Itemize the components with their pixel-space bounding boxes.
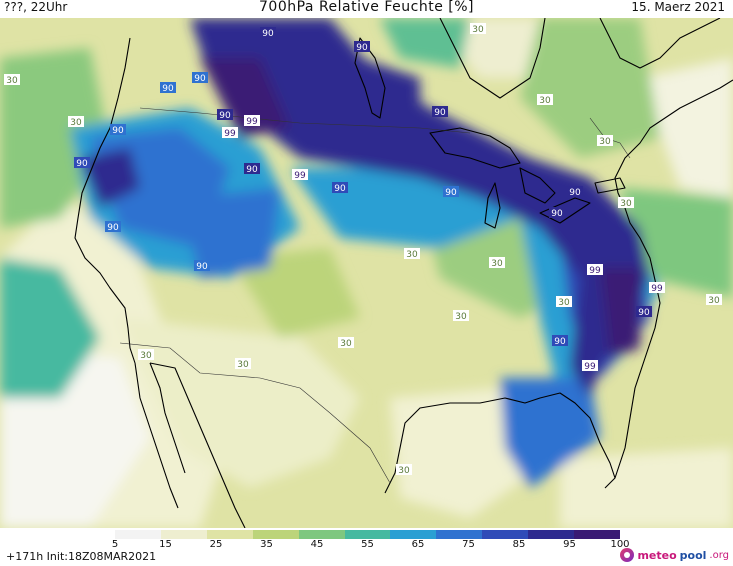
color-scale-segment [482,530,529,539]
contour-labels: 90 90 90 90 90 99 99 99 99 99 99 90 90 9… [4,23,722,476]
color-scale-tick-label: 45 [310,539,324,550]
brand-text-pool: pool [679,548,707,562]
lake-erie [539,197,591,224]
contour-label: 30 [140,351,152,361]
contour-label: 90 [246,165,258,175]
color-scale-segment [252,530,299,539]
color-scale-segment [115,530,161,539]
contour-label: 99 [584,362,596,372]
mexico-west-coast [149,362,246,528]
color-scale-ticks: 5 15 25 35 45 55 65 75 85 95 100 [111,539,630,553]
color-scale-bar [115,530,620,539]
us-mexico-border [119,342,391,484]
contour-label: 30 [398,466,410,476]
legend-area: 5 15 25 35 45 55 65 75 85 95 100 +171h Init:18Z08M… [0,528,733,566]
color-scale-tick-label: 25 [209,539,223,550]
contour-label: 90 [551,209,563,219]
contour-label: 30 [539,96,551,106]
east-coast [614,79,733,479]
baja-west-coast [134,362,179,509]
valid-time-label: ???, 22Uhr [4,0,68,14]
coastlines [74,18,733,528]
contour-label: 90 [334,184,346,194]
west-coast [74,37,136,364]
color-scale-tick-label: 65 [411,539,425,550]
contour-label: 30 [491,259,503,269]
contour-label: 99 [589,266,601,276]
contour-label: 30 [237,360,249,370]
contour-label: 30 [70,118,82,128]
contour-label: 90 [196,262,208,272]
contour-label: 30 [340,339,352,349]
contour-label: 99 [246,117,258,127]
humidity-map-svg: 90 90 90 90 90 99 99 99 99 99 99 90 90 9… [0,18,733,528]
contour-label: 90 [112,126,124,136]
color-scale-segment [436,530,483,539]
contour-label: 99 [224,129,236,139]
contour-label: 90 [638,308,650,318]
brand-text-meteo: meteo [637,548,677,562]
contour-label: 30 [455,312,467,322]
contour-label: 99 [294,171,306,181]
lake-winnipeg [354,37,386,119]
contour-label: 99 [651,284,663,294]
contour-label: 30 [6,76,18,86]
color-scale-tick-label: 5 [111,539,119,550]
contour-label: 90 [569,188,581,198]
lake-ontario [594,177,626,194]
meteopool-logo-icon [620,548,635,562]
contour-label: 90 [434,108,446,118]
color-scale-tick-label: 55 [361,539,374,550]
contour-label: 30 [472,25,484,35]
color-scale-tick-label: 15 [159,539,172,550]
color-scale-segment [206,530,253,539]
baja-gulf-coast [149,362,186,474]
contour-label: 90 [445,188,457,198]
contour-label: 90 [76,159,88,169]
humidity-map: 90 90 90 90 90 99 99 99 99 99 99 90 90 9… [0,18,733,528]
contour-label: 90 [554,337,566,347]
gulf-coast [384,392,616,494]
color-scale-segment [160,530,207,539]
color-scale-tick-label: 35 [260,539,273,550]
map-title: 700hPa Relative Feuchte [%] [259,0,474,15]
color-scale-segment [528,530,575,539]
color-scale-segment [574,530,620,539]
color-scale-tick-label: 100 [610,539,630,550]
hudson-bay-coast [439,18,546,99]
contour-label: 30 [620,199,632,209]
color-scale-tick-label: 75 [462,539,475,550]
meteopool-logo[interactable]: meteo pool .org [620,547,729,563]
header-bar: ???, 22Uhr 700hPa Relative Feuchte [%] 1… [0,0,733,18]
valid-date-label: 15. Maerz 2021 [631,0,725,14]
lake-michigan [484,182,501,229]
color-scale-segment [344,530,391,539]
contour-label: 30 [708,296,720,306]
contour-label: 90 [262,29,274,39]
contour-label: 30 [558,298,570,308]
lake-huron [519,167,556,204]
color-scale-segment [298,530,345,539]
us-canada-border [139,107,471,134]
contour-label: 90 [356,43,368,53]
color-scale-tick-label: 95 [563,539,576,550]
color-scale-segment [390,530,437,539]
humidity-field [0,18,733,528]
contour-label: 90 [219,111,231,121]
quebec-coast [599,18,721,69]
contour-label: 30 [599,137,611,147]
contour-label: 90 [107,223,119,233]
brand-text-org: .org [709,549,729,561]
contour-label: 90 [162,84,174,94]
color-scale-tick-label: 85 [512,539,526,550]
contour-label: 90 [194,74,206,84]
contour-label: 30 [406,250,418,260]
lake-superior [429,127,521,169]
forecast-run-label: +171h Init:18Z08MAR2021 [6,550,157,563]
